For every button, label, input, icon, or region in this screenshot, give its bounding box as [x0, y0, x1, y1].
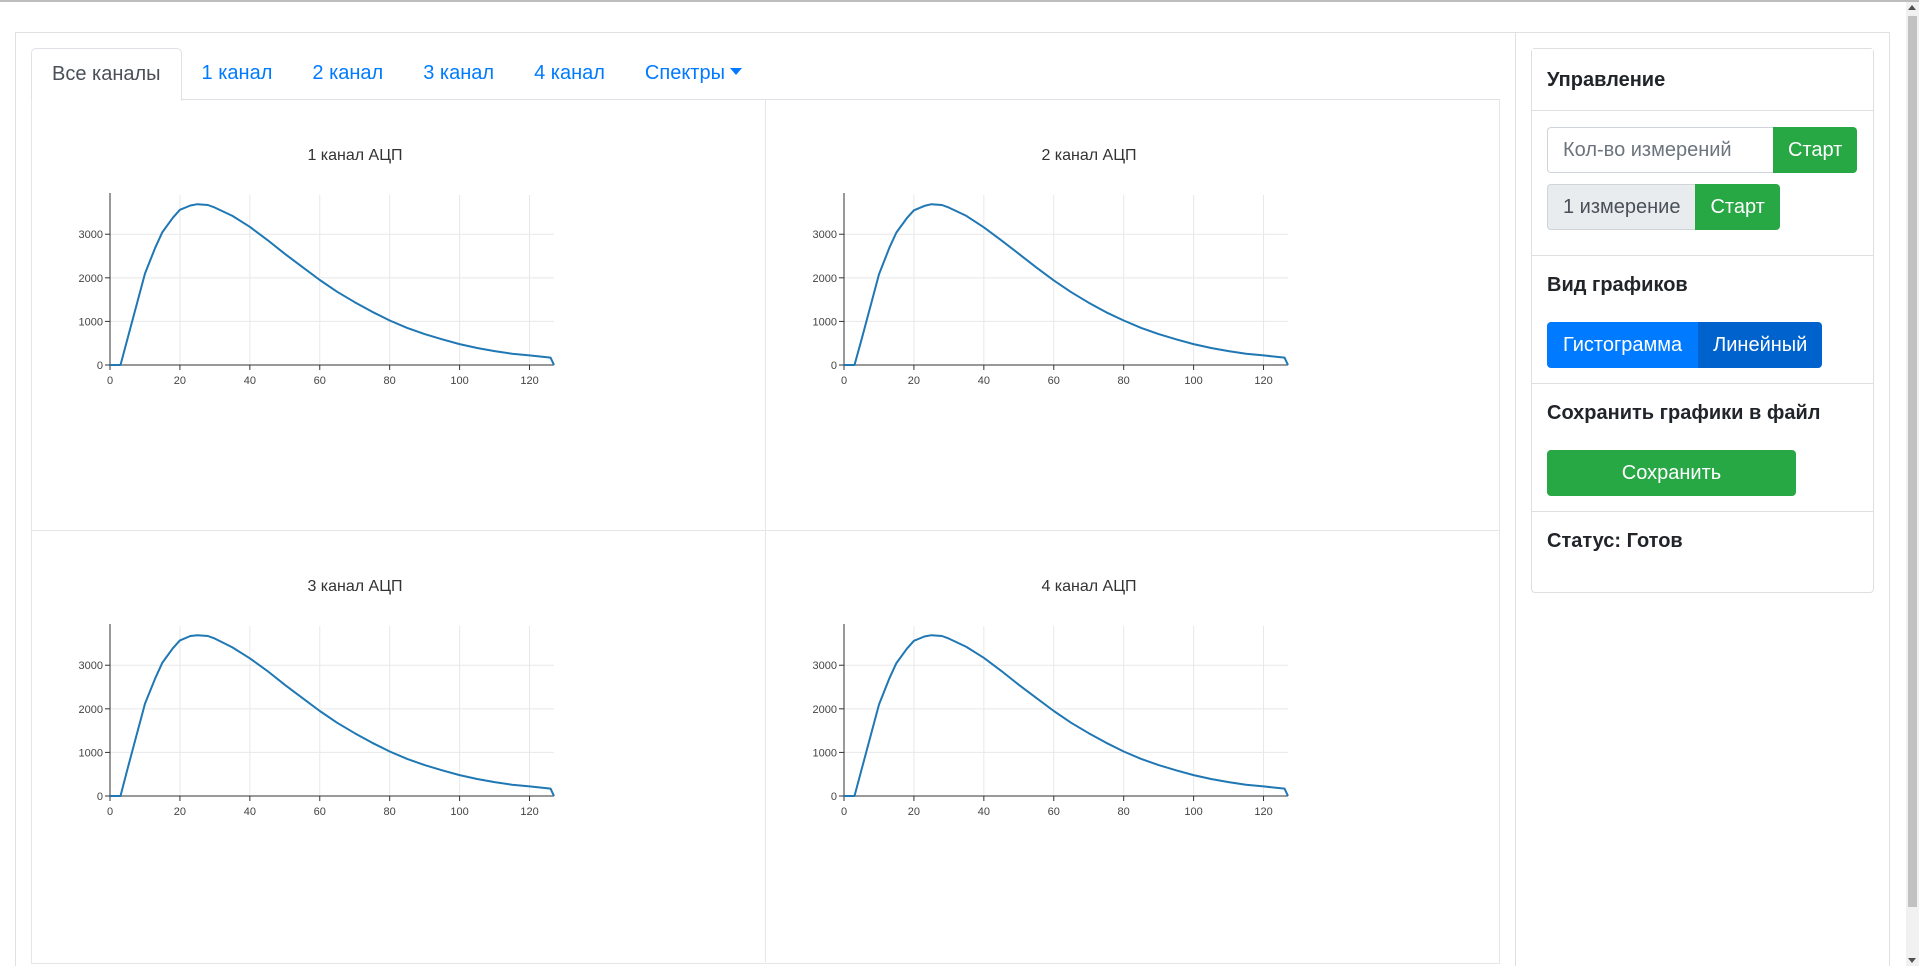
chart-panel-3: 3 канал АЦП 0 20 40 60 80 100 120 0 1000 2000 3000 — [32, 531, 766, 962]
start-measurements-button[interactable]: Старт — [1773, 127, 1858, 173]
tab-all-channels[interactable]: Все каналы — [31, 48, 182, 101]
scroll-thumb[interactable] — [1908, 16, 1917, 907]
chart-panel-2: 2 канал АЦП 0 20 40 60 80 100 120 0 1000 2000 3000 — [766, 100, 1500, 531]
view-title: Вид графиков — [1547, 274, 1688, 296]
x-tick-label: 60 — [1048, 375, 1060, 387]
series-line-1 — [844, 634, 1289, 797]
series-line-1 — [110, 203, 555, 366]
measure-count-input[interactable] — [1547, 127, 1773, 173]
x-tick-label: 80 — [1118, 375, 1130, 387]
start-single-button[interactable]: Старт — [1695, 184, 1780, 230]
control-panel: Управление Старт 1 измерение Старт Вид г… — [1531, 48, 1874, 593]
line-view-button[interactable]: Линейный — [1698, 322, 1823, 368]
tab-channel-4[interactable]: 4 канал — [534, 62, 605, 84]
single-measure-label: 1 измерение — [1547, 184, 1696, 230]
control-panel-header: Управление — [1532, 49, 1873, 111]
x-tick-label: 20 — [908, 375, 920, 387]
x-tick-label: 120 — [520, 375, 538, 387]
y-tick-label: 3000 — [813, 660, 837, 672]
x-tick-label: 0 — [107, 375, 113, 387]
histogram-view-button[interactable]: Гистограмма — [1547, 322, 1699, 368]
save-title: Сохранить графики в файл — [1547, 402, 1821, 424]
chart-title: 4 канал АЦП — [1041, 578, 1136, 595]
x-tick-label: 20 — [908, 806, 920, 818]
y-tick-label: 2000 — [813, 273, 837, 285]
x-tick-label: 20 — [174, 806, 186, 818]
y-tick-label: 0 — [831, 791, 837, 803]
y-tick-label: 2000 — [813, 704, 837, 716]
chart-title: 2 канал АЦП — [1041, 147, 1136, 164]
x-tick-label: 80 — [1118, 806, 1130, 818]
chart-4: 4 канал АЦП 0 20 40 60 80 100 120 0 1000 2000 3000 — [813, 578, 1289, 818]
charts-grid: 1 канал АЦП 0 20 40 60 80 100 120 0 1000 2000 3000 … — [31, 100, 1500, 964]
series-line-1 — [844, 203, 1289, 366]
x-tick-label: 40 — [978, 806, 990, 818]
y-tick-label: 0 — [97, 360, 103, 372]
chart-title: 1 канал АЦП — [307, 147, 402, 164]
x-tick-label: 40 — [978, 375, 990, 387]
y-tick-label: 3000 — [79, 660, 103, 672]
y-tick-label: 1000 — [79, 747, 103, 759]
y-tick-label: 1000 — [813, 747, 837, 759]
y-tick-label: 2000 — [79, 704, 103, 716]
x-tick-label: 0 — [107, 806, 113, 818]
x-tick-label: 60 — [1048, 806, 1060, 818]
x-tick-label: 0 — [841, 806, 847, 818]
caret-down-icon — [729, 68, 742, 75]
tab-spectra-label: Спектры — [644, 62, 725, 84]
x-tick-label: 120 — [520, 806, 538, 818]
page-container — [15, 32, 1890, 966]
y-tick-label: 1000 — [813, 316, 837, 328]
x-tick-label: 60 — [314, 806, 326, 818]
chart-3: 3 канал АЦП 0 20 40 60 80 100 120 0 1000 2000 3000 — [79, 578, 555, 818]
x-tick-label: 100 — [1184, 806, 1202, 818]
chart-title: 3 канал АЦП — [307, 578, 402, 595]
save-section: Сохранить графики в файл Сохранить — [1532, 384, 1873, 512]
x-tick-label: 80 — [384, 375, 396, 387]
y-tick-label: 1000 — [79, 316, 103, 328]
x-tick-label: 100 — [450, 375, 468, 387]
single-measure-group: 1 измерение Старт — [1547, 184, 1780, 230]
status-text: Статус: Готов — [1547, 530, 1683, 552]
measure-count-group: Старт — [1547, 127, 1858, 173]
series-line-1 — [110, 634, 555, 797]
tab-channel-1[interactable]: 1 канал — [201, 62, 273, 84]
y-tick-label: 3000 — [813, 229, 837, 241]
window-top-border — [0, 0, 1919, 2]
x-tick-label: 40 — [244, 806, 256, 818]
page-scrollbar[interactable] — [1906, 2, 1919, 966]
x-tick-label: 60 — [314, 375, 326, 387]
chart-panel-1: 1 канал АЦП 0 20 40 60 80 100 120 0 1000 2000 3000 — [32, 100, 766, 531]
x-tick-label: 80 — [384, 806, 396, 818]
scroll-down-icon[interactable] — [1908, 958, 1916, 963]
x-tick-label: 20 — [174, 375, 186, 387]
tab-channel-2[interactable]: 2 канал — [312, 62, 384, 84]
x-tick-label: 120 — [1254, 806, 1272, 818]
y-tick-label: 0 — [831, 360, 837, 372]
tab-spectra-dropdown[interactable]: Спектры — [625, 48, 762, 100]
chart-2: 2 канал АЦП 0 20 40 60 80 100 120 0 1000 2000 3000 — [813, 147, 1289, 387]
view-section: Вид графиков Гистограмма Линейный — [1532, 256, 1873, 384]
column-divider — [1515, 32, 1516, 966]
y-tick-label: 3000 — [79, 229, 103, 241]
chart-1: 1 канал АЦП 0 20 40 60 80 100 120 0 1000 2000 3000 — [79, 147, 555, 387]
scroll-up-icon[interactable] — [1908, 5, 1916, 10]
chart-panel-4: 4 канал АЦП 0 20 40 60 80 100 120 0 1000 2000 3000 — [766, 531, 1500, 962]
x-tick-label: 0 — [841, 375, 847, 387]
save-button[interactable]: Сохранить — [1547, 450, 1796, 496]
x-tick-label: 100 — [1184, 375, 1202, 387]
x-tick-label: 100 — [450, 806, 468, 818]
tab-channel-3[interactable]: 3 канал — [423, 62, 495, 84]
y-tick-label: 2000 — [79, 273, 103, 285]
view-toggle-group: Гистограмма Линейный — [1547, 322, 1823, 368]
x-tick-label: 120 — [1254, 375, 1272, 387]
status-section: Статус: Готов — [1532, 512, 1873, 592]
channel-tabs: Все каналы 1 канал 2 канал 3 канал 4 кан… — [31, 48, 1500, 101]
y-tick-label: 0 — [97, 791, 103, 803]
x-tick-label: 40 — [244, 375, 256, 387]
measurement-section: Старт 1 измерение Старт — [1532, 111, 1873, 256]
